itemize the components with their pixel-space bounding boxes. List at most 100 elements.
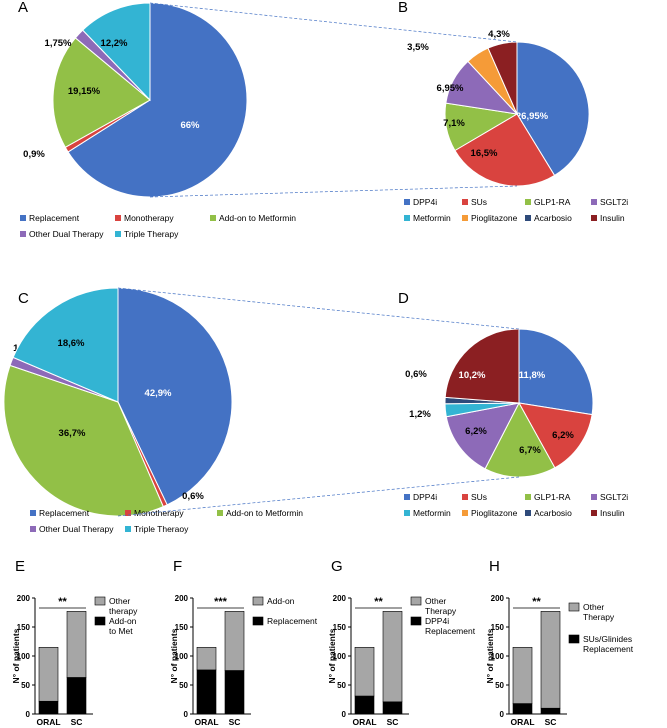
- legend-swatch-triple-theraoy: [125, 526, 131, 532]
- slice-label-triple-therapy: 18,6%: [58, 338, 85, 349]
- legend-swatch-other-dual-therapy: [20, 231, 26, 237]
- legend-label-metformin: Metformin: [413, 508, 451, 518]
- y-tick-label-150: 150: [491, 623, 505, 632]
- bar-sc-add-on: [224, 611, 245, 671]
- pie-slice-insulin: [444, 328, 520, 404]
- pie-slice-dpp4i: [518, 328, 594, 416]
- legend-label-monotherapy: Monotherapy: [134, 508, 184, 518]
- bar-oral-other-therapy: [512, 646, 533, 704]
- slice-label-sglt2i: 6,2%: [465, 426, 487, 437]
- pie-slice-triple-therapy: [12, 287, 119, 403]
- legend-label-replacement: Replacement: [267, 616, 318, 626]
- slice-label-add-on-to-metformin: 19,15%: [68, 86, 101, 97]
- bar-oral-add-on: [196, 646, 217, 671]
- pie-slice-add-on-to-metformin: [52, 37, 151, 148]
- legend-swatch-dpp4i: [404, 199, 410, 205]
- bar-oral-replacement: [196, 669, 217, 715]
- legend-swatch-replacement: [20, 215, 26, 221]
- panel-label-h: H: [489, 558, 500, 575]
- panel-label-e: E: [15, 558, 25, 575]
- slice-label-pioglitazone: 3,5%: [407, 42, 429, 53]
- bar-sc-other-therapy: [382, 611, 403, 703]
- x-tick-label-oral: ORAL: [36, 717, 60, 727]
- legend-label-glp1-ra: GLP1-RA: [534, 197, 571, 207]
- legend-swatch-dpp4i: [404, 494, 410, 500]
- legend-label-pioglitazone: Pioglitazone: [471, 213, 518, 223]
- legend-label-acarbosio: Acarbosio: [534, 213, 572, 223]
- connector-line: [117, 476, 520, 517]
- bar-sc-other-therapy: [540, 611, 561, 709]
- y-tick-label-200: 200: [175, 594, 189, 603]
- bar-sc-add-on-to-met: [66, 677, 87, 715]
- x-tick-label-sc: SC: [229, 717, 241, 727]
- connector-line: [149, 2, 518, 43]
- slice-label-other-dual-therapy: 1,75%: [45, 38, 72, 49]
- x-tick-label-sc: SC: [387, 717, 399, 727]
- slice-label-sus: 6,2%: [552, 430, 574, 441]
- legend-swatch-pioglitazone: [462, 215, 468, 221]
- slice-label-glp1-ra: 7,1%: [443, 118, 465, 129]
- panel-e: E N° of patients 0 50 100 150 200 ORAL SC ** Other…: [11, 558, 138, 727]
- legend-label-other-therapy: Other Therapy: [425, 596, 457, 616]
- legend-label-replacement: Replacement: [39, 508, 90, 518]
- legend-label-triple-theraoy: Triple Theraoy: [134, 524, 189, 534]
- legend-swatch-sus: [462, 199, 468, 205]
- legend-swatch-add-on-to-metformin: [217, 510, 223, 516]
- legend-label-add-on-to-metformin: Add-on to Metformin: [226, 508, 303, 518]
- pie-slice-glp1-ra: [484, 401, 556, 478]
- slice-label-dpp4i: 11,8%: [519, 370, 546, 381]
- significance-marker: **: [532, 596, 541, 608]
- x-tick-label-oral: ORAL: [510, 717, 534, 727]
- legend-swatch-other-therapy: [94, 596, 106, 606]
- panel-c: C42,9%0,6%36,7%1,2%18,6%ReplacementMonot…: [3, 287, 303, 534]
- y-tick-label-100: 100: [175, 652, 189, 661]
- y-tick-label-100: 100: [491, 652, 505, 661]
- legend-label-dpp4i: DPP4i: [413, 197, 437, 207]
- bar-sc-replacement: [224, 670, 245, 715]
- x-tick-label-sc: SC: [71, 717, 83, 727]
- legend-swatch-metformin: [404, 510, 410, 516]
- panel-label-f: F: [173, 558, 182, 575]
- bar-sc-dpp4i-replacement: [382, 701, 403, 715]
- pie-slice-sus: [518, 402, 593, 469]
- pie-slice-add-on-to-metformin: [3, 364, 164, 517]
- slice-label-sglt2i: 6,95%: [437, 83, 464, 94]
- connector-line: [117, 287, 520, 330]
- legend-swatch-glp1-ra: [525, 199, 531, 205]
- legend-label-dpp4i-replacement: DPP4i Replacement: [425, 616, 476, 636]
- legend-swatch-insulin: [591, 510, 597, 516]
- legend-label-add-on-to-metformin: Add-on to Metformin: [219, 213, 296, 223]
- legend-swatch-monotherapy: [115, 215, 121, 221]
- bar-oral-other-therapy: [38, 646, 59, 702]
- pie-slice-sglt2i: [445, 402, 520, 470]
- slice-label-triple-therapy: 12,2%: [101, 38, 128, 49]
- panel-label-a: A: [18, 0, 28, 16]
- legend-label-acarbosio: Acarbosio: [534, 508, 572, 518]
- legend-swatch-glp1-ra: [525, 494, 531, 500]
- legend-swatch-triple-therapy: [115, 231, 121, 237]
- y-tick-label-150: 150: [175, 623, 189, 632]
- bar-sc-sus-glinides-replacement: [540, 707, 561, 715]
- legend-swatch-dpp4i-replacement: [410, 616, 422, 626]
- y-tick-label-200: 200: [333, 594, 347, 603]
- x-tick-label-oral: ORAL: [352, 717, 376, 727]
- slice-label-acarbosio: 0,6%: [405, 369, 427, 380]
- legend-label-other-therapy: Other Therapy: [583, 602, 615, 622]
- legend-swatch-replacement: [30, 510, 36, 516]
- slice-label-monotherapy: 0,6%: [182, 491, 204, 502]
- legend-label-sus: SUs: [471, 197, 487, 207]
- legend-swatch-sglt2i: [591, 199, 597, 205]
- significance-marker: ***: [214, 596, 228, 608]
- y-tick-label-200: 200: [491, 594, 505, 603]
- y-axis-label: N° of patients: [11, 628, 21, 683]
- y-axis-label: N° of patients: [327, 628, 337, 683]
- legend-swatch-pioglitazone: [462, 510, 468, 516]
- y-tick-label-50: 50: [179, 681, 188, 690]
- panel-f: F N° of patients 0 50 100 150 200 ORAL SC *** Add-…: [169, 558, 318, 727]
- slice-label-add-on-to-metformin: 36,7%: [59, 428, 86, 439]
- y-tick-label-0: 0: [184, 710, 189, 719]
- y-tick-label-100: 100: [333, 652, 347, 661]
- y-tick-label-150: 150: [333, 623, 347, 632]
- y-tick-label-100: 100: [17, 652, 31, 661]
